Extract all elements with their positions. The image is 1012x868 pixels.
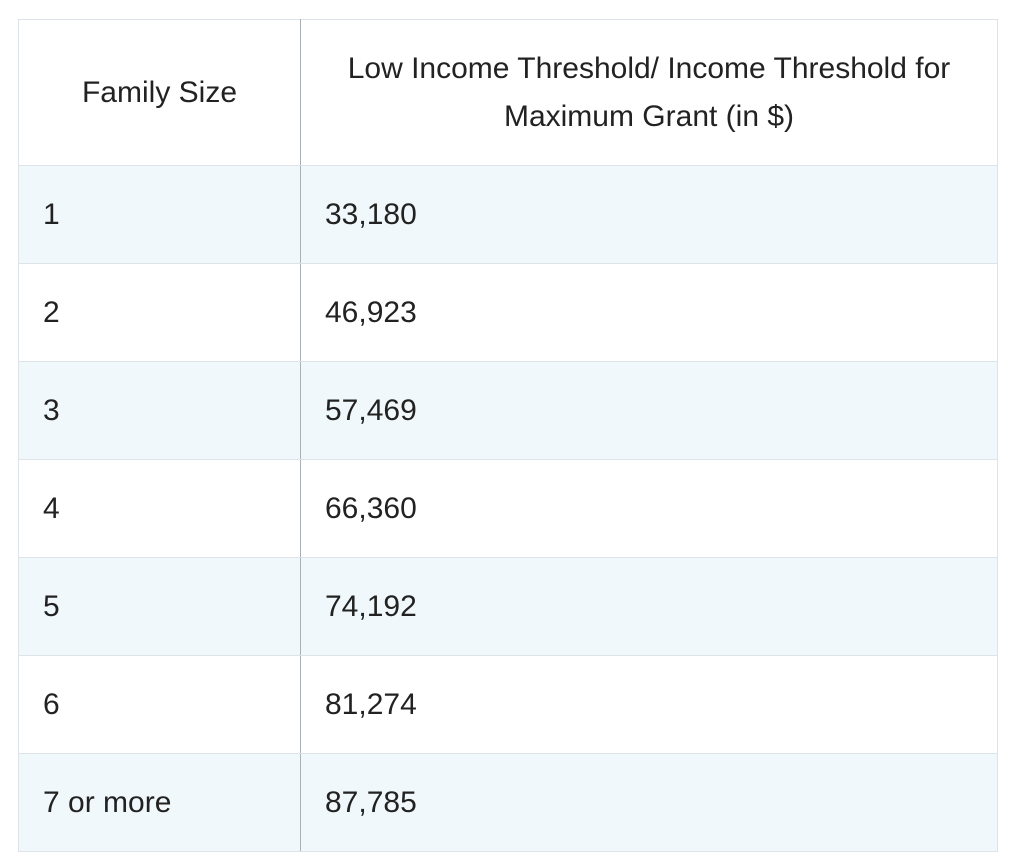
table-row: 6 81,274 bbox=[18, 655, 998, 754]
income-threshold-cell: 87,785 bbox=[300, 753, 998, 852]
income-threshold-table: Family Size Low Income Threshold/ Income… bbox=[18, 19, 998, 852]
income-threshold-cell: 74,192 bbox=[300, 557, 998, 656]
family-size-cell: 7 or more bbox=[18, 753, 301, 852]
table-row: 2 46,923 bbox=[18, 263, 998, 362]
table-header: Family Size Low Income Threshold/ Income… bbox=[18, 19, 998, 166]
family-size-cell: 1 bbox=[18, 165, 301, 264]
income-threshold-cell: 66,360 bbox=[300, 459, 998, 558]
column-header-income-threshold: Low Income Threshold/ Income Threshold f… bbox=[300, 19, 998, 166]
table-body: 1 33,180 2 46,923 3 57,469 4 66,360 5 74… bbox=[18, 165, 998, 852]
family-size-cell: 2 bbox=[18, 263, 301, 362]
income-threshold-table-container: Family Size Low Income Threshold/ Income… bbox=[18, 19, 998, 852]
income-threshold-cell: 81,274 bbox=[300, 655, 998, 754]
family-size-cell: 4 bbox=[18, 459, 301, 558]
family-size-cell: 6 bbox=[18, 655, 301, 754]
table-row: 1 33,180 bbox=[18, 165, 998, 264]
table-row: 4 66,360 bbox=[18, 459, 998, 558]
family-size-cell: 3 bbox=[18, 361, 301, 460]
income-threshold-cell: 33,180 bbox=[300, 165, 998, 264]
table-row: 3 57,469 bbox=[18, 361, 998, 460]
header-row: Family Size Low Income Threshold/ Income… bbox=[18, 19, 998, 166]
table-row: 5 74,192 bbox=[18, 557, 998, 656]
income-threshold-cell: 46,923 bbox=[300, 263, 998, 362]
column-header-family-size: Family Size bbox=[18, 19, 301, 166]
income-threshold-cell: 57,469 bbox=[300, 361, 998, 460]
family-size-cell: 5 bbox=[18, 557, 301, 656]
table-row: 7 or more 87,785 bbox=[18, 753, 998, 852]
